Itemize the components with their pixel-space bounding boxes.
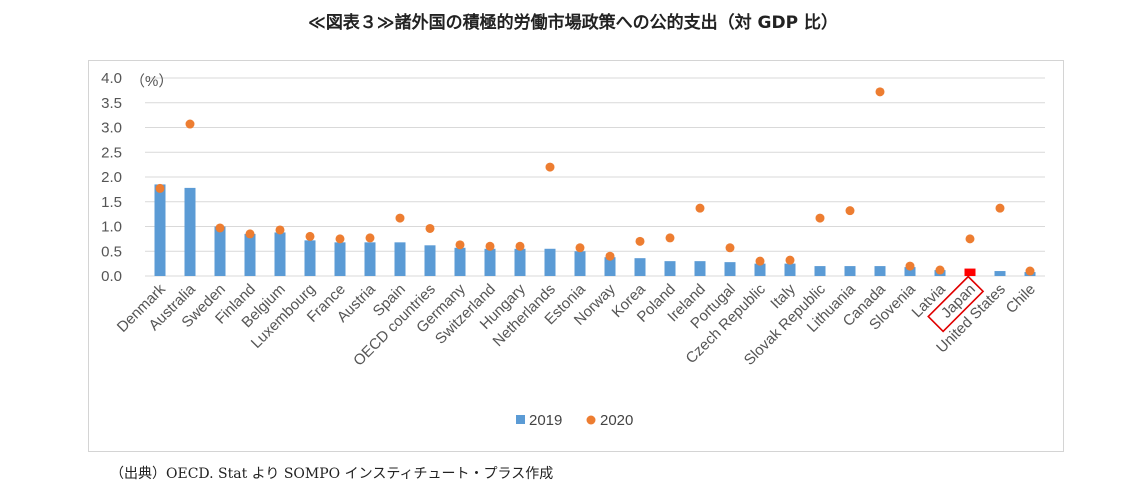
dot-2020-united-states [995,203,1005,213]
dot-2020-estonia [575,243,585,253]
source-note: （出典）OECD. Stat より SOMPO インスティチュート・プラス作成 [110,466,554,482]
dot-2020-austria [365,233,375,243]
dot-2020-italy [785,255,795,265]
bar-2019-italy [784,263,796,276]
japan-highlight-box [927,275,985,333]
bar-2019-canada [874,266,886,276]
dot-2020-slovak-republic [815,213,825,223]
category-label: Chile [1003,281,1039,317]
dot-2020-canada [875,87,885,97]
bar-2019-lithuania [844,266,856,276]
dot-2020-spain [395,213,405,223]
dot-2020-norway [605,251,615,261]
bar-2019-slovak-republic [814,266,826,276]
dot-2020-portugal [725,243,735,253]
bar-2019-netherlands [544,248,556,276]
dot-2020-chile [1025,266,1035,276]
dot-2020-australia [185,119,195,129]
bar-2019-sweden [214,226,226,276]
y-tick-label: 3.0 [101,120,122,137]
dot-2020-france [335,234,345,244]
bar-2019-oecd-countries [424,245,436,276]
y-tick-label: 0.5 [101,243,122,260]
dot-2020-ireland [695,203,705,213]
dot-2020-germany [455,240,465,250]
bar-2019-belgium [274,232,286,276]
dot-2020-hungary [515,241,525,251]
dot-2020-finland [245,229,255,239]
chart-frame [88,60,1064,452]
bar-2019-denmark [154,184,166,276]
legend-swatch-2020 [586,415,596,425]
dot-2020-netherlands [545,162,555,172]
bar-2019-slovenia [904,267,916,276]
y-tick-label: 2.0 [101,169,122,186]
bar-2019-japan [964,268,976,276]
dot-2020-korea [635,236,645,246]
dot-2020-lithuania [845,206,855,216]
bar-2019-australia [184,187,196,276]
dot-2020-belgium [275,225,285,235]
y-tick-label: 2.5 [101,144,122,161]
bar-2019-hungary [514,248,526,276]
dot-2020-poland [665,233,675,243]
dot-2020-luxembourg [305,231,315,241]
dot-2020-switzerland [485,241,495,251]
y-tick-label: 3.5 [101,95,122,112]
dot-2020-sweden [215,223,225,233]
bar-2019-austria [364,242,376,276]
dot-2020-slovenia [905,261,915,271]
bar-2019-poland [664,261,676,276]
bar-2019-spain [394,242,406,276]
legend-swatch-2019 [516,415,525,424]
y-tick-label: 0.0 [101,268,122,285]
legend-label-2019: 2019 [529,412,562,429]
bar-2019-france [334,242,346,276]
dot-2020-czech-republic [755,256,765,266]
y-tick-label: 1.0 [101,219,122,236]
legend-label-2020: 2020 [600,412,633,429]
y-tick-label: 1.5 [101,194,122,211]
dot-2020-oecd-countries [425,223,435,233]
bar-2019-norway [604,257,616,276]
bar-2019-luxembourg [304,240,316,276]
y-axis-unit-label: （%） [130,73,173,90]
bar-2019-finland [244,233,256,276]
y-tick-label: 4.0 [101,70,122,87]
bar-2019-united-states [994,271,1006,276]
bar-2019-portugal [724,262,736,276]
chart-title: ≪図表３≫諸外国の積極的労働市場政策への公的支出（対 GDP 比） [308,13,838,33]
dot-2020-japan [965,234,975,244]
bar-2019-germany [454,247,466,276]
bar-2019-czech-republic [754,263,766,276]
bar-2019-switzerland [484,248,496,276]
bar-2019-korea [634,258,646,276]
bar-2019-estonia [574,251,586,276]
dot-2020-latvia [935,265,945,275]
bar-2019-ireland [694,261,706,276]
dot-2020-denmark [155,183,165,193]
